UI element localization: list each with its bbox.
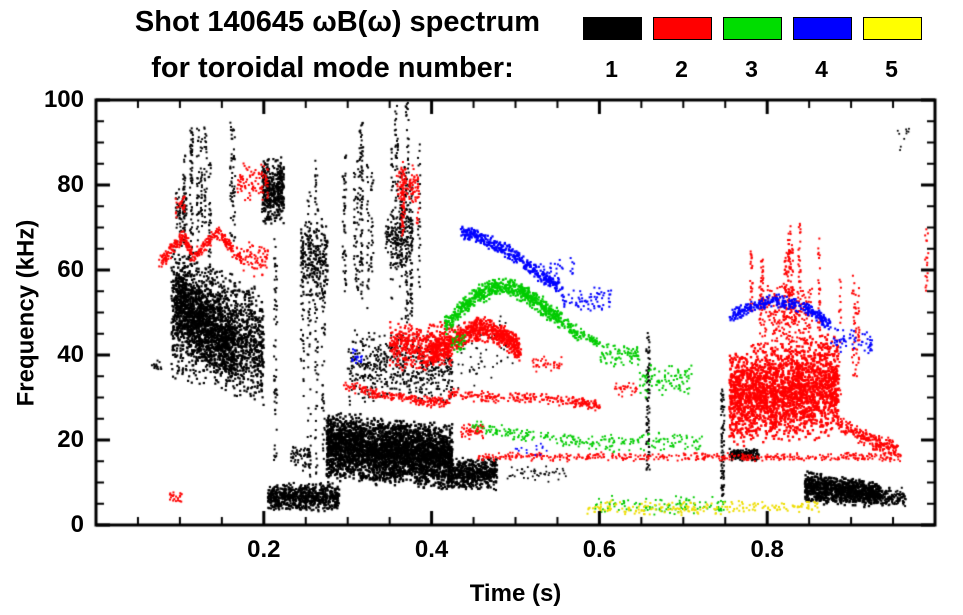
y-tick-label: 60 [57,256,84,283]
x-tick-label: 0.4 [414,536,449,563]
legend-label-n3: 3 [745,56,758,82]
legend-label-n2: 2 [675,56,688,82]
legend-swatch-n3 [723,17,782,40]
legend-swatch-n2 [653,17,712,40]
y-tick-label: 20 [57,426,84,453]
legend-swatch-n5 [863,17,922,40]
x-axis-label: Time (s) [469,580,562,607]
y-tick-label: 80 [57,171,84,198]
x-tick-label: 0.6 [582,536,617,563]
y-tick-label: 0 [70,511,84,538]
legend-label-n4: 4 [815,56,828,82]
legend-label-n1: 1 [605,56,618,82]
y-tick-label: 40 [57,341,84,368]
y-tick-label: 100 [43,86,84,113]
legend-swatch-n4 [793,17,852,40]
legend-label-n5: 5 [885,56,898,82]
y-axis-label: Frequency (kHz) [12,219,40,407]
chart-title-line2: for toroidal mode number: [151,52,514,84]
x-tick-label: 0.8 [750,536,784,563]
x-tick-label: 0.2 [247,536,281,563]
legend-swatch-n1 [583,17,642,40]
chart-title-line1: Shot 140645 ωB(ω) spectrum [134,6,541,38]
